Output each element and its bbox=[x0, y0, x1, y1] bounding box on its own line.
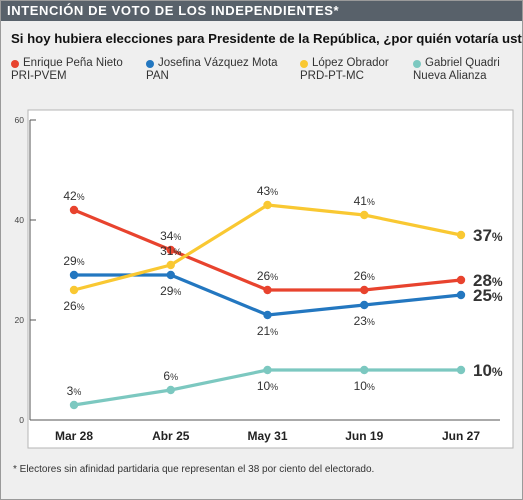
data-label: 21% bbox=[257, 324, 278, 338]
data-label: 43% bbox=[257, 184, 278, 198]
legend-swatch-lopez-obrador bbox=[300, 60, 308, 68]
y-tick-label: 60 bbox=[15, 115, 25, 125]
legend-label-lopez-obrador: López Obrador bbox=[312, 57, 389, 69]
legend-party-pena-nieto: PRI-PVEM bbox=[11, 70, 67, 82]
footnote: * Electores sin afinidad partidaria que … bbox=[13, 464, 375, 475]
data-point bbox=[456, 230, 466, 240]
legend-label-quadri: Gabriel Quadri bbox=[425, 57, 500, 69]
data-point bbox=[166, 260, 175, 270]
legend-party-lopez-obrador: PRD-PT-MC bbox=[300, 70, 364, 82]
x-tick-label: Mar 28 bbox=[55, 429, 93, 443]
legend: Enrique Peña Nieto PRI-PVEM Josefina Váz… bbox=[11, 57, 516, 89]
legend-party-vazquez-mota: PAN bbox=[146, 70, 169, 82]
legend-label-vazquez-mota: Josefina Vázquez Mota bbox=[158, 57, 278, 69]
data-label: 6% bbox=[163, 369, 178, 383]
data-point bbox=[69, 400, 79, 410]
data-point bbox=[263, 285, 272, 295]
data-point bbox=[166, 385, 175, 395]
x-tick-label: Jun 27 bbox=[442, 429, 480, 443]
data-label: 42% bbox=[63, 189, 84, 203]
data-point bbox=[360, 300, 369, 310]
y-tick-label: 0 bbox=[19, 415, 24, 425]
x-tick-label: May 31 bbox=[247, 429, 287, 443]
data-point bbox=[166, 245, 175, 255]
data-label: 29% bbox=[160, 284, 181, 298]
data-label: 25% bbox=[473, 286, 503, 305]
data-point bbox=[263, 200, 272, 210]
y-tick-label: 20 bbox=[15, 315, 25, 325]
chart-question: Si hoy hubiera elecciones para President… bbox=[11, 31, 523, 46]
data-label: 10% bbox=[354, 379, 375, 393]
legend-label-pena-nieto: Enrique Peña Nieto bbox=[23, 57, 123, 69]
data-label: 28% bbox=[473, 271, 503, 290]
data-point bbox=[456, 290, 466, 300]
data-label: 3% bbox=[67, 384, 82, 398]
data-point bbox=[166, 270, 175, 280]
legend-swatch-quadri bbox=[413, 60, 421, 68]
data-point bbox=[69, 270, 79, 280]
data-label: 41% bbox=[354, 194, 375, 208]
y-tick-label: 40 bbox=[15, 215, 25, 225]
data-label: 34% bbox=[160, 229, 181, 243]
data-point bbox=[263, 310, 272, 320]
data-point bbox=[69, 285, 79, 295]
data-label: 37% bbox=[473, 226, 503, 245]
data-point bbox=[456, 365, 466, 375]
data-label: 26% bbox=[354, 269, 375, 283]
plot-panel bbox=[27, 109, 514, 449]
data-label: 23% bbox=[354, 314, 375, 328]
legend-swatch-vazquez-mota bbox=[146, 60, 154, 68]
legend-party-quadri: Nueva Alianza bbox=[413, 70, 487, 82]
data-point bbox=[360, 285, 369, 295]
data-label: 29% bbox=[63, 254, 84, 268]
x-tick-label: Jun 19 bbox=[345, 429, 383, 443]
data-label: 26% bbox=[63, 299, 84, 313]
data-point bbox=[69, 205, 79, 215]
header-bar: INTENCIÓN DE VOTO DE LOS INDEPENDIENTES* bbox=[0, 0, 523, 21]
data-point bbox=[360, 210, 369, 220]
data-point bbox=[456, 275, 466, 285]
data-point bbox=[263, 365, 272, 375]
data-point bbox=[360, 365, 369, 375]
x-tick-label: Abr 25 bbox=[152, 429, 190, 443]
data-label: 10% bbox=[473, 361, 503, 380]
data-label: 10% bbox=[257, 379, 278, 393]
data-label: 31% bbox=[160, 244, 181, 258]
data-label: 26% bbox=[257, 269, 278, 283]
chart-title: INTENCIÓN DE VOTO DE LOS INDEPENDIENTES* bbox=[7, 3, 340, 18]
legend-swatch-pena-nieto bbox=[11, 60, 19, 68]
